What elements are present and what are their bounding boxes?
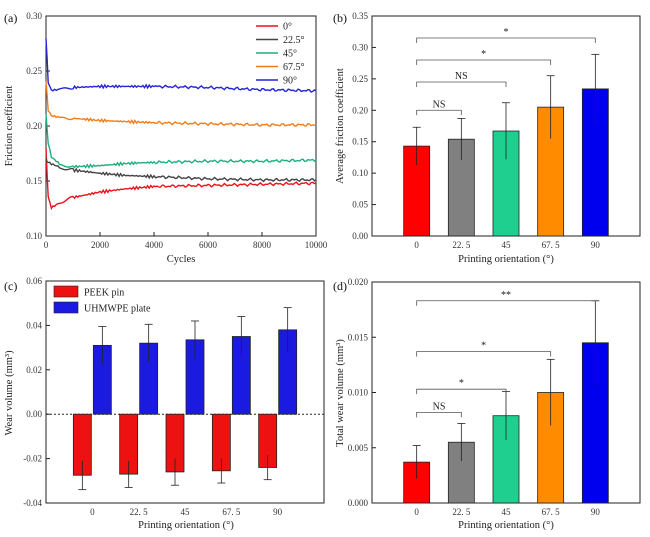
panel-c-ytick-label: 0.00 <box>26 409 42 419</box>
panel-d-significance-bracket <box>416 411 462 418</box>
panel-b-xtick-label: 90 <box>591 240 601 250</box>
panel-c-legend-label: PEEK pin <box>84 288 124 299</box>
panel-a-xtick-label: 10000 <box>305 240 328 250</box>
panel-d-significance-bracket <box>416 388 507 395</box>
panel-d-xlabel: Printing orientation (°) <box>458 520 554 531</box>
panel-a-xtick-label: 0 <box>44 240 49 250</box>
panel-b-ytick-label: 0.25 <box>352 74 368 84</box>
panel-d-ytick-label: 0.020 <box>348 277 369 287</box>
panel-b-xtick-label: 45 <box>502 240 512 250</box>
panel-c-label: (c) <box>4 279 17 293</box>
panel-c-ytick-label: 0.06 <box>26 276 42 286</box>
panel-c-ytick-label: -0.04 <box>23 498 42 508</box>
panel-a-series-line <box>45 147 317 211</box>
panel-a-legend-label: 0° <box>283 22 292 33</box>
panel-a-legend-label: 90° <box>283 76 297 87</box>
panel-a-ytick-label: 0.15 <box>26 176 42 186</box>
panel-c-legend-swatch <box>53 301 79 314</box>
panel-a-ytick-label: 0.20 <box>26 121 42 131</box>
panel-d-significance-label: ** <box>501 290 511 301</box>
panel-c-ylabel: Wear volume (mm³) <box>4 350 15 436</box>
panel-b-ytick-label: 0.35 <box>352 11 368 21</box>
panel-c-ytick-label: -0.02 <box>23 454 42 464</box>
panel-a-xtick-label: 8000 <box>253 240 272 250</box>
panel-a-xtick-label: 4000 <box>145 240 164 250</box>
panel-a-ytick-label: 0.10 <box>26 231 42 241</box>
panel-d-significance-label: * <box>459 378 464 389</box>
panel-c-xtick-label: 22. 5 <box>130 507 149 517</box>
panel-b-ytick-label: 0.00 <box>352 231 368 241</box>
panel-b-ytick-label: 0.15 <box>352 137 368 147</box>
panel-d-significance-bracket <box>416 351 552 357</box>
panel-a-xlabel: Cycles <box>167 254 196 265</box>
panel-c-xtick-label: 67. 5 <box>222 507 241 517</box>
panel-a-ytick-label: 0.30 <box>26 11 42 21</box>
panel-a-series-line <box>45 38 317 93</box>
panel-d-ytick-label: 0.015 <box>348 332 369 342</box>
panel-d-significance-label: * <box>481 341 486 352</box>
panel-c-frame <box>45 280 325 504</box>
panel-b-significance-label: * <box>481 49 486 60</box>
panel-b-significance-bracket <box>416 37 596 43</box>
panel-a-xtick-label: 2000 <box>91 240 110 250</box>
panel-a-xtick-label: 6000 <box>199 240 218 250</box>
panel-a-series-line <box>45 157 317 183</box>
panel-d-ytick-label: 0.005 <box>348 443 369 453</box>
panel-a-series-line <box>45 81 317 128</box>
panel-b-xtick-label: 0 <box>414 240 419 250</box>
panel-d-xtick-label: 0 <box>414 507 419 517</box>
panel-a-legend-label: 67.5° <box>283 62 305 73</box>
panel-b-label: (b) <box>333 11 347 25</box>
panel-c-xtick-label: 0 <box>90 507 95 517</box>
panel-a-ytick-label: 0.25 <box>26 66 42 76</box>
panel-b-significance-bracket <box>416 59 552 65</box>
panel-d-xtick-label: 45 <box>502 507 512 517</box>
panel-b-significance-bracket <box>416 81 507 87</box>
panel-d-ytick-label: 0.010 <box>348 388 369 398</box>
panel-d-significance-label: NS <box>433 401 446 412</box>
panel-b-ytick-label: 0.05 <box>352 200 368 210</box>
panel-b-ytick-label: 0.20 <box>352 105 368 115</box>
panel-d-significance-bracket <box>416 300 596 306</box>
panel-d-ytick-label: 0.000 <box>348 498 369 508</box>
panel-b-xlabel: Printing orientation (°) <box>458 254 554 265</box>
panel-c-xtick-label: 45 <box>181 507 191 517</box>
panel-a-legend-label: 22.5° <box>283 35 305 46</box>
panel-c-xlabel: Printing orientation (°) <box>138 520 234 531</box>
panel-a-ylabel: Friction coefficient <box>4 86 15 167</box>
panel-a-legend-box <box>250 18 314 86</box>
panel-b-significance-label: NS <box>433 99 446 110</box>
panel-c-legend-label: UHMWPE plate <box>84 304 151 315</box>
panel-b-ylabel: Average friction coefficient <box>335 68 346 184</box>
panel-d-xtick-label: 90 <box>591 507 601 517</box>
panel-b-ytick-label: 0.10 <box>352 168 368 178</box>
panel-b-significance-label: NS <box>455 71 468 82</box>
panel-d-ylabel: Total wear volume (mm³) <box>335 339 346 447</box>
panel-d-xtick-label: 67. 5 <box>542 507 561 517</box>
panel-b-xtick-label: 22. 5 <box>452 240 471 250</box>
panel-a-label: (a) <box>4 11 17 25</box>
panel-c-ytick-label: 0.02 <box>26 365 42 375</box>
panel-b-significance-bracket <box>416 109 462 116</box>
panel-b-significance-label: * <box>504 27 509 38</box>
panel-c-ytick-label: 0.04 <box>26 320 42 330</box>
panel-b-ytick-label: 0.30 <box>352 42 368 52</box>
panel-a-legend-label: 45° <box>283 49 297 60</box>
panel-b-xtick-label: 67. 5 <box>542 240 561 250</box>
panel-c-xtick-label: 90 <box>273 507 283 517</box>
panel-a-series-line <box>45 113 317 169</box>
panel-c-legend-swatch <box>53 285 79 298</box>
panel-d-xtick-label: 22. 5 <box>452 507 471 517</box>
panel-d-label: (d) <box>333 279 347 293</box>
